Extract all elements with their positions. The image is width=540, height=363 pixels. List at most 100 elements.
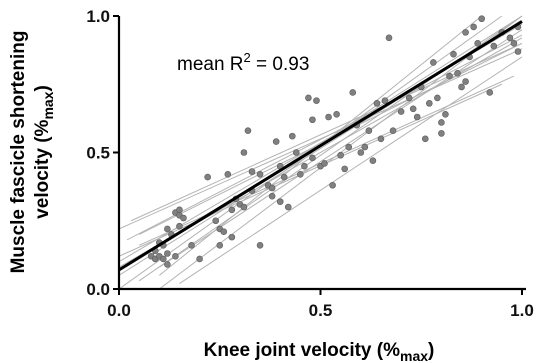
data-point-30 <box>240 203 248 211</box>
data-point-52 <box>313 97 320 104</box>
y-tick-label: 0.0 <box>86 280 110 299</box>
data-point-72 <box>397 108 405 115</box>
data-point-6 <box>160 255 167 263</box>
data-point-44 <box>284 203 292 211</box>
data-point-27 <box>228 206 236 214</box>
data-point-82 <box>438 130 445 137</box>
individual-fit-line-5 <box>119 48 523 230</box>
data-point-65 <box>365 127 373 134</box>
data-point-85 <box>450 50 457 58</box>
data-point-80 <box>434 94 441 102</box>
individual-fit-lines <box>119 15 523 289</box>
data-point-34 <box>248 168 256 175</box>
data-point-35 <box>256 242 264 249</box>
data-point-20 <box>204 173 211 181</box>
data-point-23 <box>216 242 224 249</box>
data-point-88 <box>462 78 469 85</box>
data-point-19 <box>196 255 203 263</box>
data-point-25 <box>224 171 232 178</box>
data-point-21 <box>212 217 220 225</box>
mean-fit-line <box>119 20 523 272</box>
data-point-57 <box>333 110 340 118</box>
data-point-64 <box>361 143 369 151</box>
data-point-61 <box>349 89 357 96</box>
data-point-83 <box>442 110 449 118</box>
data-point-58 <box>337 151 344 159</box>
data-point-91 <box>470 23 477 31</box>
data-point-24 <box>220 228 228 235</box>
data-point-93 <box>478 15 486 23</box>
data-point-89 <box>462 29 469 36</box>
data-point-66 <box>369 157 377 164</box>
x-tick-label: 1.0 <box>510 301 534 320</box>
data-point-77 <box>421 135 429 143</box>
data-points <box>147 15 522 268</box>
data-point-8 <box>164 225 171 233</box>
data-point-68 <box>377 135 385 143</box>
data-point-49 <box>305 94 312 102</box>
data-point-39 <box>268 192 276 200</box>
y-tick-label: 1.0 <box>86 7 110 26</box>
data-point-56 <box>329 181 336 189</box>
data-point-55 <box>325 113 332 121</box>
data-point-7 <box>164 250 171 257</box>
data-point-47 <box>297 171 304 178</box>
data-point-45 <box>288 132 296 140</box>
data-point-63 <box>357 149 365 156</box>
data-point-92 <box>474 39 481 47</box>
individual-fit-line-6 <box>138 75 515 246</box>
data-point-81 <box>438 119 445 126</box>
data-point-38 <box>268 184 276 192</box>
data-point-94 <box>486 89 494 96</box>
mean-fit-line-group <box>119 20 523 272</box>
data-point-100 <box>510 39 518 47</box>
data-point-70 <box>385 34 393 42</box>
data-point-86 <box>454 70 461 77</box>
data-point-78 <box>426 100 433 107</box>
data-point-99 <box>514 48 522 55</box>
y-axis-title-line2: velocity (%max) <box>32 85 56 219</box>
data-point-13 <box>180 214 187 222</box>
data-point-42 <box>276 198 284 205</box>
data-point-97 <box>506 34 514 42</box>
data-point-69 <box>381 97 389 104</box>
x-tick-label: 0.0 <box>107 301 131 320</box>
data-point-32 <box>244 127 252 134</box>
data-point-48 <box>301 162 308 170</box>
data-point-71 <box>389 127 397 134</box>
axis-ticks: 0.0 0.5 1.0 0.0 0.5 1.0 <box>86 7 533 320</box>
individual-fit-line-7 <box>119 83 503 257</box>
data-point-43 <box>280 173 288 181</box>
data-point-16 <box>164 261 171 268</box>
data-point-26 <box>228 233 236 241</box>
data-point-67 <box>373 100 381 107</box>
y-tick-label: 0.5 <box>86 144 110 163</box>
r-squared-annotation: mean R2 = 0.93 <box>177 50 309 75</box>
data-point-75 <box>413 113 421 121</box>
data-point-95 <box>490 42 498 50</box>
data-point-31 <box>240 149 248 156</box>
data-point-51 <box>309 116 316 124</box>
data-point-87 <box>458 83 465 91</box>
data-point-59 <box>341 165 348 173</box>
data-point-79 <box>430 59 437 66</box>
data-point-50 <box>309 154 316 162</box>
x-tick-label: 0.5 <box>309 301 333 320</box>
y-axis-title-line1: Muscle fascicle shortening <box>8 31 29 274</box>
data-point-36 <box>256 171 264 178</box>
individual-fit-line-16 <box>179 56 523 284</box>
data-point-84 <box>446 72 453 80</box>
data-point-46 <box>293 149 300 156</box>
data-point-11 <box>176 206 183 214</box>
data-point-14 <box>176 222 183 230</box>
data-point-74 <box>409 105 417 113</box>
data-point-18 <box>188 242 195 249</box>
data-point-15 <box>172 252 179 260</box>
x-axis-title: Knee joint velocity (%max) <box>204 340 435 363</box>
data-point-54 <box>321 160 328 167</box>
data-point-73 <box>405 94 413 102</box>
data-point-60 <box>345 143 353 151</box>
data-point-40 <box>272 138 280 145</box>
